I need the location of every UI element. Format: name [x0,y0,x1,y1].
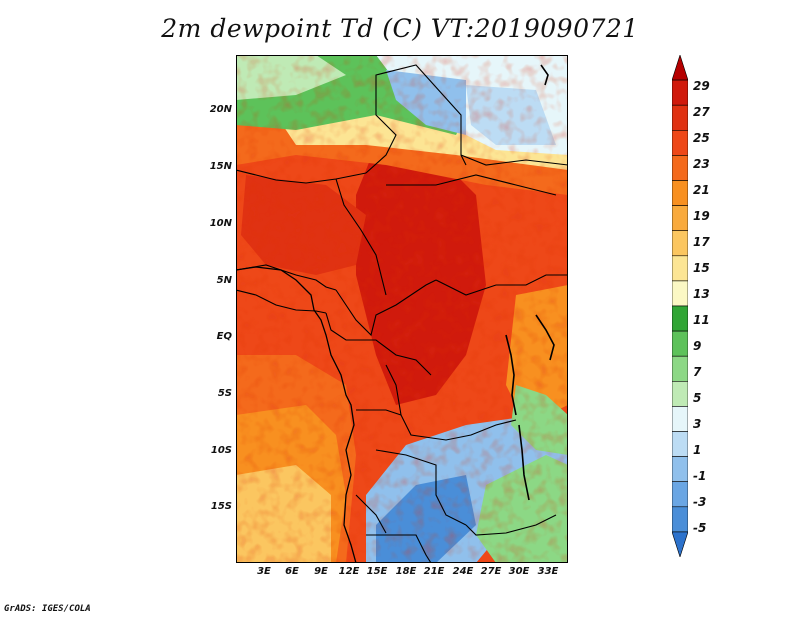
colorbar [672,55,688,557]
colorbar-label: -3 [693,495,707,509]
colorbar-label: 9 [693,339,702,353]
colorbar-label: -1 [693,469,707,483]
colorbar-label: 7 [693,365,702,379]
colorbar-label: 3 [693,417,702,431]
colorbar-segment [672,155,688,181]
colorbar-segment [672,230,688,257]
colorbar-label: 21 [693,183,710,197]
lon-tick-label: 9E [314,566,328,577]
colorbar-segment [672,280,688,307]
lon-tick-label: 27E [480,566,502,577]
colorbar-label: 19 [693,209,710,223]
colorbar-segment [672,180,688,206]
colorbar-label: 23 [693,157,710,171]
lat-tick-label: 10S [210,445,232,456]
lat-tick-label: 15S [210,501,232,512]
colorbar-segment [672,481,688,508]
coastline [236,266,357,563]
credit-text: GrADS: IGES/COLA [4,604,91,614]
colorbar-segment [672,380,688,407]
colorbar-label: 27 [693,105,710,119]
lon-tick-label: 3E [257,566,271,577]
lon-tick-label: 6E [285,566,299,577]
colorbar-segment [672,406,688,432]
map-frame [236,55,568,563]
lat-tick-label: 5N [216,275,232,286]
lon-tick-label: 12E [338,566,360,577]
colorbar-label: 1 [693,443,702,457]
lon-tick-label: 18E [395,566,417,577]
colorbar-segment [672,330,688,357]
lat-tick-label: 10N [209,218,232,229]
lat-tick-label: 15N [209,161,232,172]
lon-tick-label: 33E [537,566,559,577]
colorbar-label: 13 [693,287,710,301]
colorbar-segment [672,431,688,457]
colorbar-segment [672,456,688,483]
country-borders [236,64,568,563]
colorbar-label: 17 [693,235,710,249]
field-texture [236,55,568,563]
lat-tick-label: 5S [217,388,232,399]
colorbar-segment [672,79,688,106]
colorbar-segment [672,305,688,332]
lon-tick-label: 24E [452,566,474,577]
colorbar-segment [672,130,688,156]
rift-lakes [505,64,555,501]
dewpoint-map [236,55,568,563]
lon-tick-label: 30E [508,566,530,577]
colorbar-segment [672,531,688,557]
colorbar-label: 25 [693,131,710,145]
colorbar-segment [672,255,688,282]
colorbar-label: 11 [693,313,710,327]
lon-tick-label: 15E [366,566,388,577]
colorbar-segment [672,506,688,533]
colorbar-label: 5 [693,391,702,405]
colorbar-segment [672,205,688,232]
lon-tick-label: 21E [423,566,445,577]
lat-tick-label: 20N [209,104,232,115]
colorbar-label: 29 [693,79,710,93]
lat-tick-label: EQ [216,331,232,342]
colorbar-label: -5 [693,521,707,535]
colorbar-label: 15 [693,261,710,275]
colorbar-segment [672,55,688,81]
colorbar-segment [672,104,688,131]
page-title: 2m dewpoint Td (C) VT:2019090721 [161,14,639,43]
colorbar-segment [672,355,688,382]
